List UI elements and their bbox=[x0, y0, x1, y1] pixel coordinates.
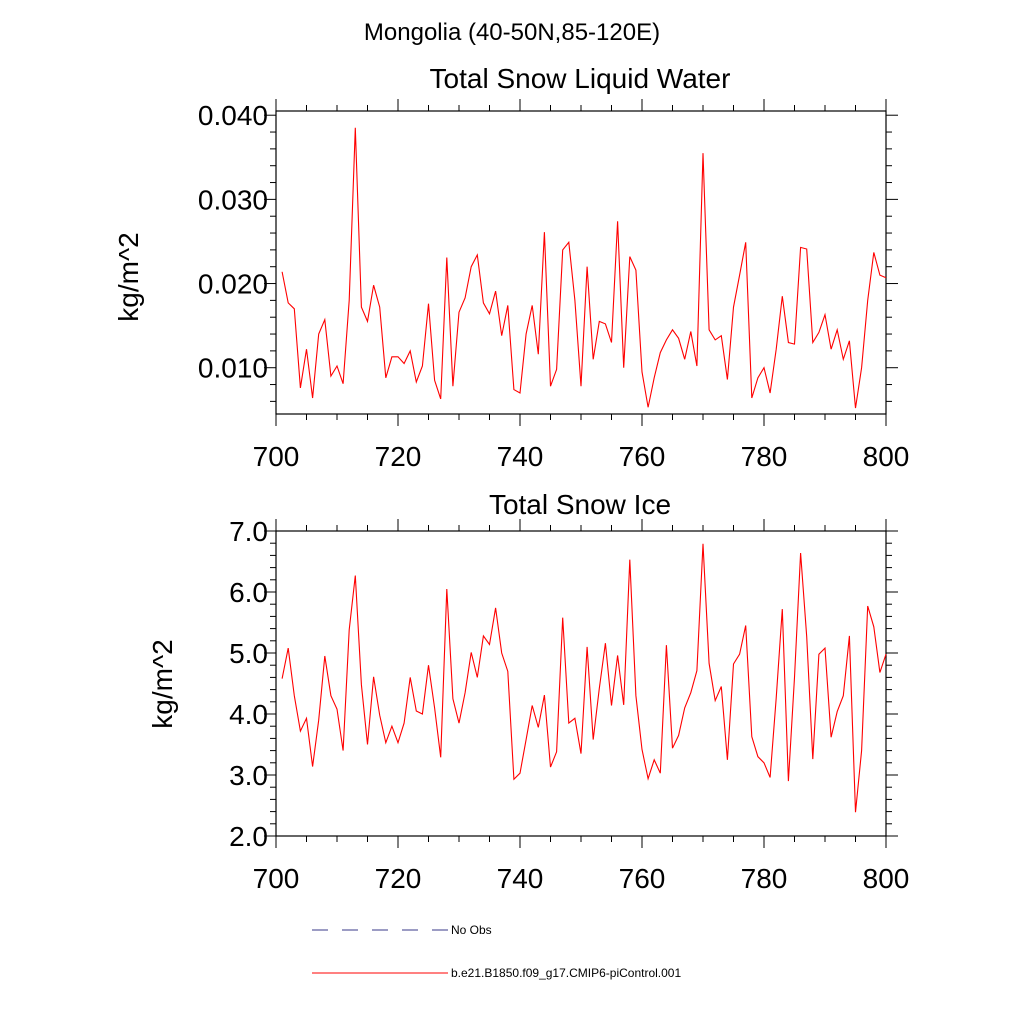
x-tick-label: 780 bbox=[741, 441, 788, 472]
chart-panel-snow-liquid-water: Total Snow Liquid Water kg/m^2 700 720 740… bbox=[113, 63, 909, 472]
y-tick-label: 6.0 bbox=[229, 577, 268, 608]
y-axis-label: kg/m^2 bbox=[147, 639, 178, 728]
legend: No Obs b.e21.B1850.f09_g17.CMIP6-piContr… bbox=[312, 923, 681, 980]
page-title: Mongolia (40-50N,85-120E) bbox=[364, 19, 660, 46]
y-tick-label: 2.0 bbox=[229, 821, 268, 852]
series-line bbox=[281, 543, 887, 813]
y-tick-label: 0.020 bbox=[198, 269, 268, 300]
y-tick-label: 7.0 bbox=[229, 516, 268, 547]
y-axis-label: kg/m^2 bbox=[113, 232, 144, 321]
y-tick-label: 3.0 bbox=[229, 760, 268, 791]
legend-item-no-obs: No Obs bbox=[312, 923, 492, 937]
x-tick-label: 760 bbox=[619, 863, 666, 894]
x-tick-label: 700 bbox=[253, 863, 300, 894]
x-tick-label: 780 bbox=[741, 863, 788, 894]
chart-title: Total Snow Ice bbox=[489, 489, 671, 520]
y-tick-label: 0.040 bbox=[198, 100, 268, 131]
x-tick-label: 700 bbox=[253, 441, 300, 472]
x-tick-label: 740 bbox=[497, 441, 544, 472]
x-tick-label: 800 bbox=[863, 863, 910, 894]
x-tick-label: 800 bbox=[863, 441, 910, 472]
x-tick-label: 740 bbox=[497, 863, 544, 894]
plot-area: 700 720 740 760 780 800 2.0 3.0 4.0 5.0 6.0 7.0 bbox=[229, 516, 909, 894]
y-tick-label: 5.0 bbox=[229, 638, 268, 669]
y-tick-label: 4.0 bbox=[229, 699, 268, 730]
legend-label: b.e21.B1850.f09_g17.CMIP6-piControl.001 bbox=[451, 966, 681, 980]
legend-label: No Obs bbox=[451, 923, 492, 937]
plot-area: 700 720 740 760 780 800 0.010 0.020 0.030 0.040 bbox=[198, 99, 909, 472]
x-tick-label: 760 bbox=[619, 441, 666, 472]
chart-panel-snow-ice: Total Snow Ice kg/m^2 700 720 740 760 780 800… bbox=[147, 489, 909, 894]
y-tick-label: 0.030 bbox=[198, 184, 268, 215]
plot-frame bbox=[275, 110, 887, 415]
legend-item-control-run: b.e21.B1850.f09_g17.CMIP6-piControl.001 bbox=[312, 966, 681, 980]
y-tick-label: 0.010 bbox=[198, 353, 268, 384]
x-tick-label: 720 bbox=[375, 863, 422, 894]
chart-title: Total Snow Liquid Water bbox=[430, 63, 731, 94]
series-line bbox=[281, 127, 887, 409]
x-tick-label: 720 bbox=[375, 441, 422, 472]
